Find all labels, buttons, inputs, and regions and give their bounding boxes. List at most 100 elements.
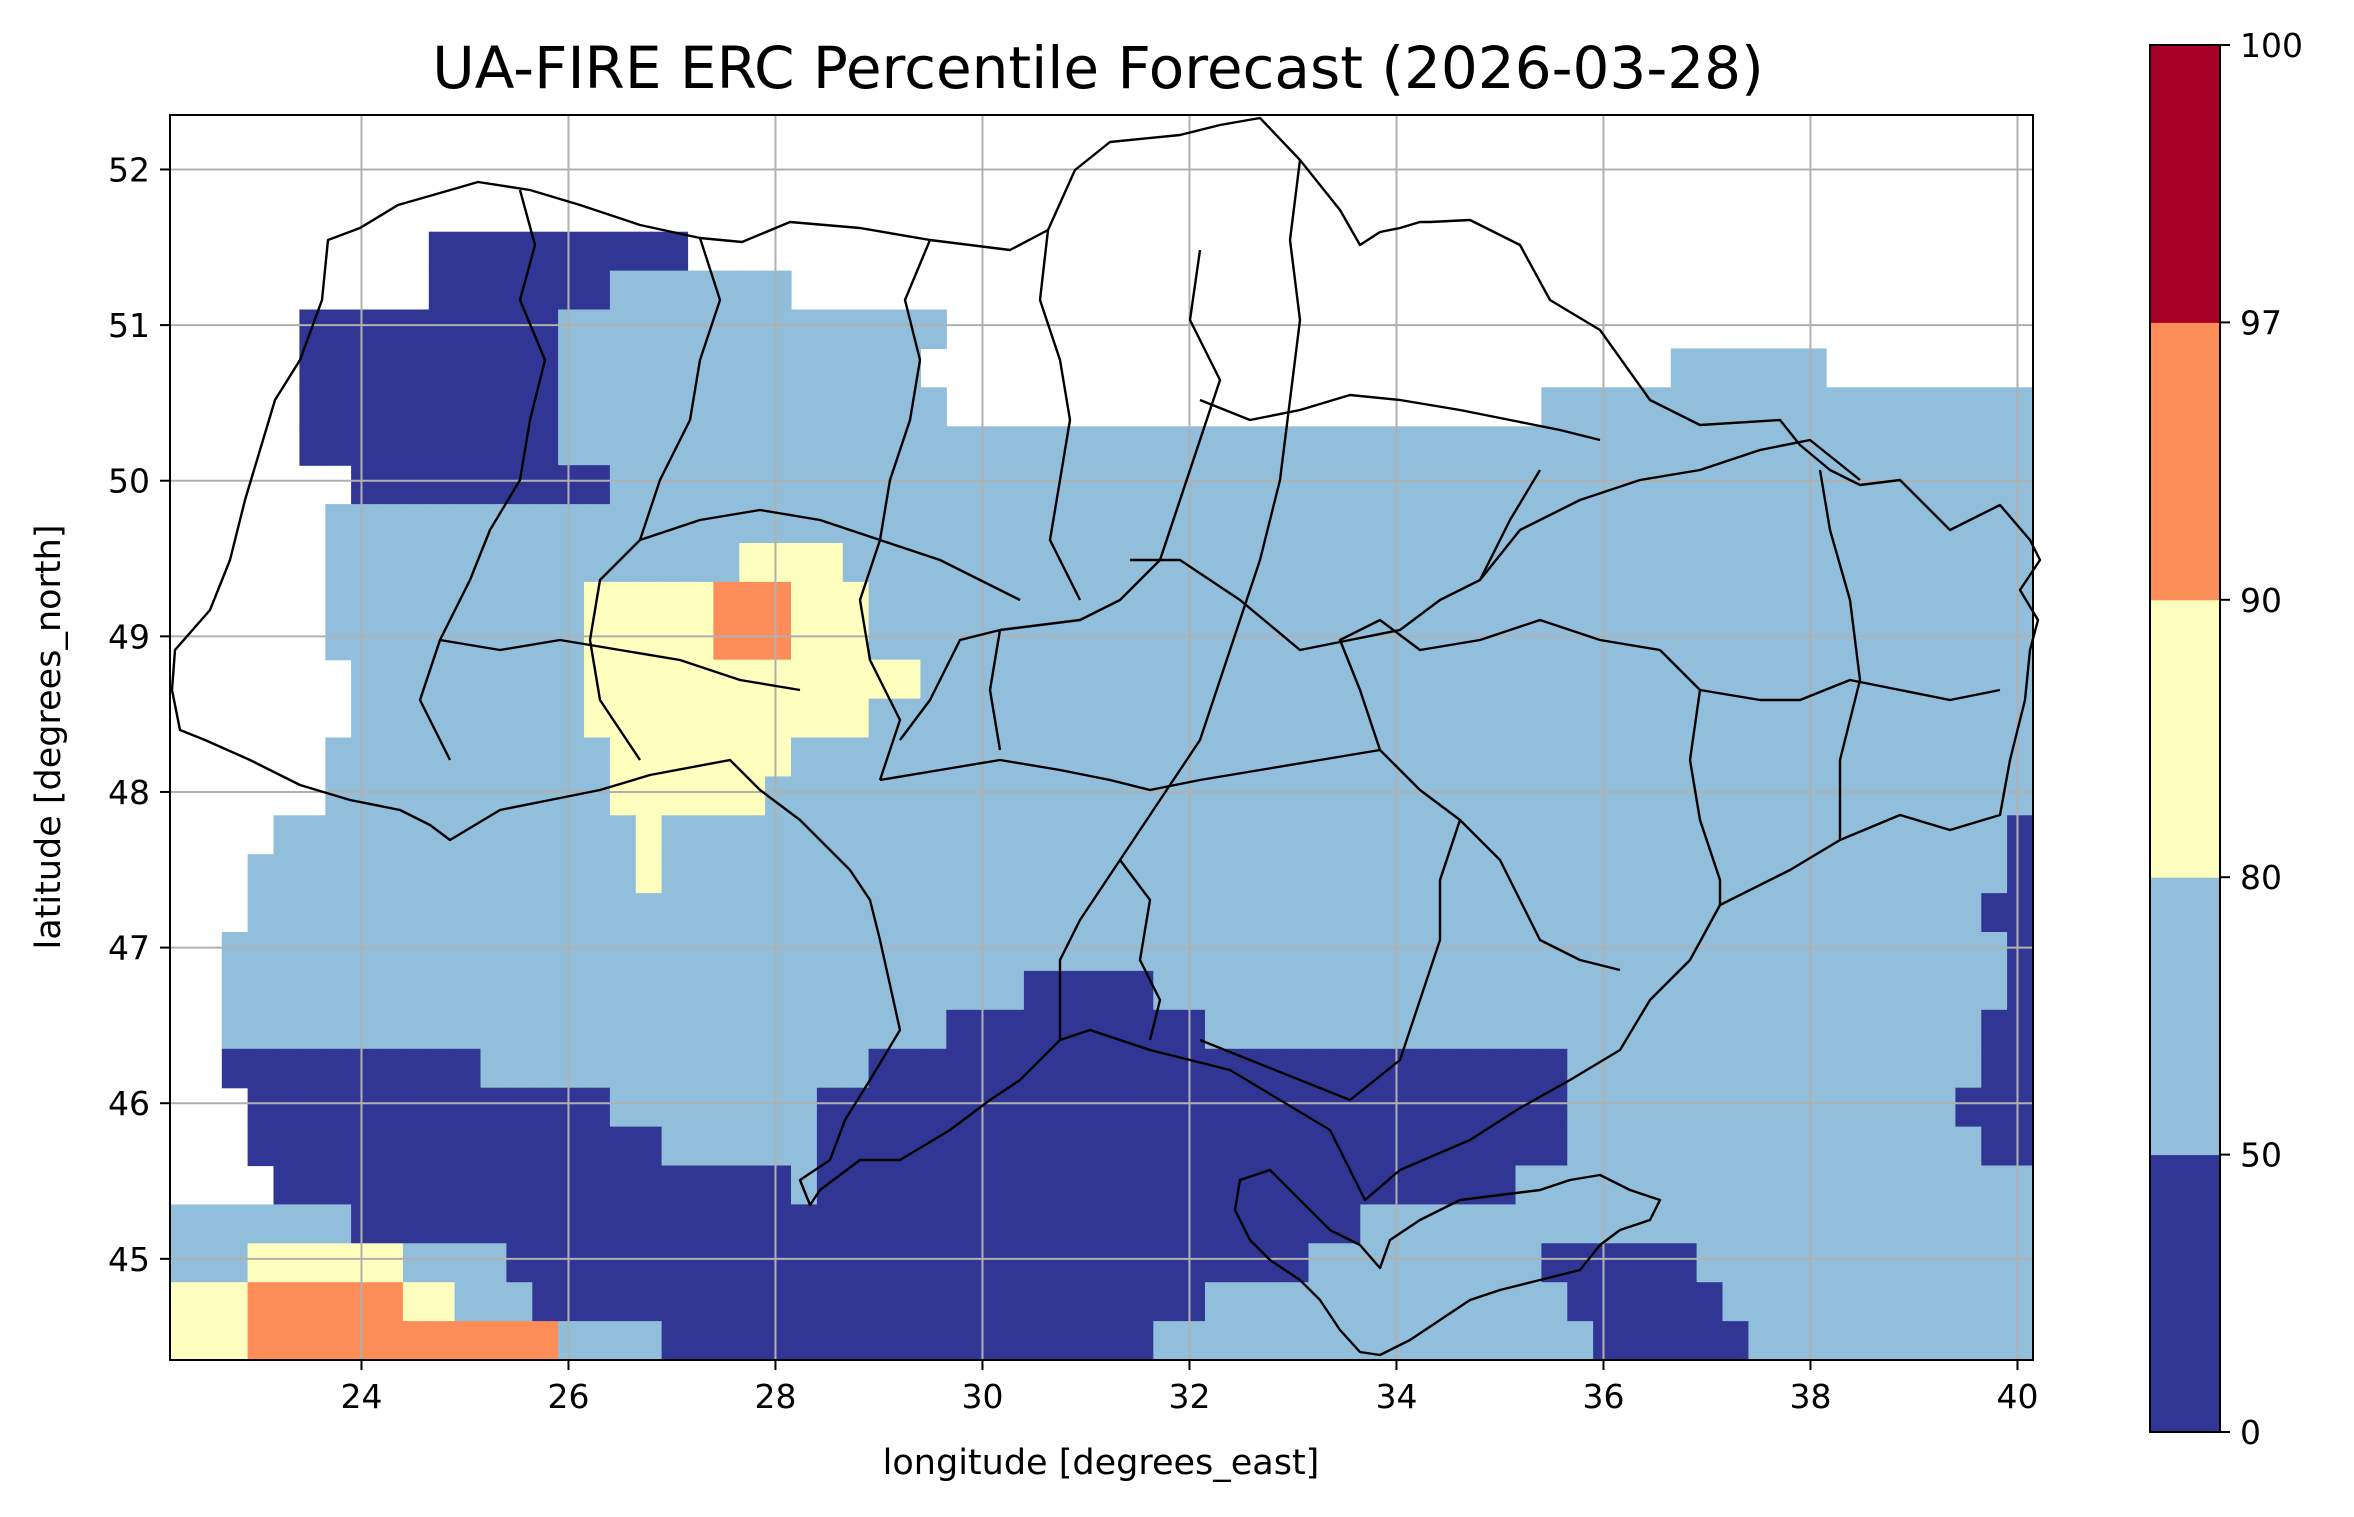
raster-cell xyxy=(739,854,766,894)
raster-cell xyxy=(998,1048,1025,1089)
raster-cell xyxy=(1282,970,1310,1011)
raster-cell xyxy=(1360,426,1387,466)
raster-cell xyxy=(1774,1048,1801,1089)
raster-cell xyxy=(1774,1087,1801,1128)
raster-cell xyxy=(1981,426,2008,466)
raster-cell xyxy=(2007,1009,2034,1050)
raster-cell xyxy=(920,698,947,739)
raster-cell xyxy=(1489,1243,1517,1283)
raster-cell xyxy=(1412,776,1439,816)
raster-cell xyxy=(428,1087,456,1128)
raster-cell xyxy=(713,426,740,466)
raster-cell xyxy=(1437,1243,1465,1283)
raster-cell xyxy=(1437,737,1465,777)
raster-cell xyxy=(739,970,766,1011)
raster-cell xyxy=(609,1009,637,1050)
raster-cell xyxy=(687,1165,714,1205)
raster-cell xyxy=(1955,1204,1982,1244)
raster-cell xyxy=(1826,426,1853,466)
internal-border-15 xyxy=(1379,749,1621,972)
raster-cell xyxy=(868,309,896,349)
raster-cell xyxy=(998,815,1025,855)
raster-cell xyxy=(558,1126,585,1167)
raster-cell xyxy=(402,970,430,1011)
raster-cell xyxy=(816,815,844,855)
raster-cell xyxy=(1800,387,1827,427)
raster-cell xyxy=(1619,1282,1646,1322)
raster-cell xyxy=(1696,776,1724,816)
raster-cell xyxy=(609,815,637,855)
raster-cell xyxy=(325,620,352,661)
raster-cell xyxy=(1567,659,1594,700)
raster-cell xyxy=(584,348,611,388)
raster-cell xyxy=(1049,620,1077,661)
raster-cell xyxy=(558,1009,585,1050)
raster-cell xyxy=(1308,1321,1335,1361)
raster-cell xyxy=(480,543,507,583)
raster-cell xyxy=(920,465,947,505)
raster-cell xyxy=(1619,776,1646,816)
raster-cell xyxy=(558,970,585,1011)
raster-cell xyxy=(1903,1321,1931,1361)
raster-cell xyxy=(1774,1009,1801,1050)
colorbar-segment xyxy=(2150,599,2220,878)
raster-cell xyxy=(1489,620,1517,661)
raster-cell xyxy=(1023,1321,1051,1361)
raster-cell xyxy=(894,815,921,855)
raster-cell xyxy=(1955,737,1982,777)
raster-cell xyxy=(609,387,637,427)
raster-cell xyxy=(1748,776,1775,816)
raster-cell xyxy=(635,970,663,1011)
raster-cell xyxy=(1205,426,1232,466)
raster-cell xyxy=(1800,815,1827,855)
raster-cell xyxy=(1489,1048,1517,1089)
y-tick-label: 45 xyxy=(108,1240,150,1279)
raster-cell xyxy=(1023,504,1051,544)
raster-cell xyxy=(1127,1165,1154,1205)
raster-cell xyxy=(1748,465,1775,505)
raster-cell xyxy=(1360,737,1387,777)
raster-cell xyxy=(351,620,378,661)
raster-cell xyxy=(791,1126,818,1167)
raster-cell xyxy=(739,465,766,505)
raster-cell xyxy=(299,893,326,933)
raster-cell xyxy=(1541,465,1568,505)
raster-cell xyxy=(1360,1204,1387,1244)
raster-cell xyxy=(1619,893,1646,933)
raster-cell xyxy=(1826,1243,1853,1283)
raster-cell xyxy=(1722,1165,1749,1205)
raster-cell xyxy=(1308,815,1335,855)
raster-cell xyxy=(1955,1165,1982,1205)
raster-cell xyxy=(273,970,300,1011)
raster-cell xyxy=(1489,465,1517,505)
raster-cell xyxy=(687,1126,714,1167)
raster-cell xyxy=(351,504,378,544)
raster-cell xyxy=(1748,737,1775,777)
raster-cell xyxy=(1670,815,1698,855)
raster-cell xyxy=(1903,854,1931,894)
raster-cell xyxy=(894,854,921,894)
raster-cell xyxy=(325,1087,352,1128)
raster-cell xyxy=(1644,1048,1672,1089)
raster-cell xyxy=(532,581,559,622)
raster-cell xyxy=(1722,1126,1749,1167)
raster-cell xyxy=(972,1009,999,1050)
raster-cell xyxy=(1515,1282,1542,1322)
raster-cell xyxy=(584,1126,611,1167)
raster-cell xyxy=(713,581,740,622)
raster-cell xyxy=(351,854,378,894)
raster-cell xyxy=(920,1321,947,1361)
raster-cell xyxy=(1386,504,1413,544)
raster-cell xyxy=(713,737,740,777)
raster-cell xyxy=(1541,893,1568,933)
raster-cell xyxy=(584,737,611,777)
raster-cell xyxy=(402,1009,430,1050)
raster-cell xyxy=(402,1282,430,1322)
raster-cell xyxy=(1877,659,1905,700)
raster-cell xyxy=(1153,659,1180,700)
raster-cell xyxy=(687,426,714,466)
raster-cell xyxy=(1386,543,1413,583)
raster-cell xyxy=(428,231,456,272)
raster-cell xyxy=(532,543,559,583)
raster-cell xyxy=(1981,893,2008,933)
